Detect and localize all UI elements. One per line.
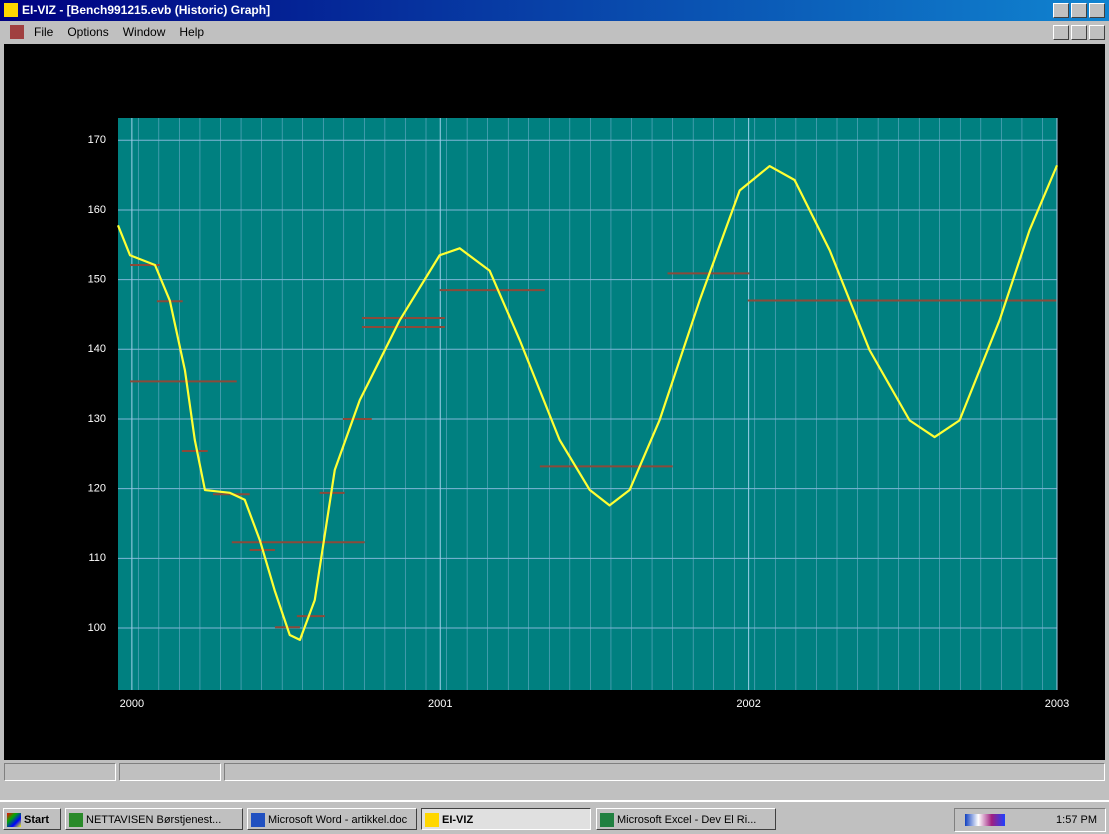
- menu-item[interactable]: Options: [67, 25, 109, 39]
- menu-item[interactable]: File: [34, 25, 54, 39]
- taskbar: 1:57 PM Start NETTAVISEN Børstjenest... Mi…: [0, 800, 1109, 834]
- y-tick-label: 140: [88, 343, 106, 355]
- system-tray: 1:57 PM: [954, 808, 1106, 832]
- doc-icon: [10, 25, 24, 39]
- x-tick-label: 2001: [428, 698, 452, 710]
- task-label: Microsoft Word - artikkel.doc: [268, 814, 408, 826]
- task-label: Microsoft Excel - Dev El Ri...: [617, 814, 757, 826]
- x-tick-label: 2002: [736, 698, 760, 710]
- start-label: Start: [24, 814, 50, 826]
- doc-minimize-button[interactable]: [1053, 25, 1069, 40]
- maximize-button[interactable]: [1071, 3, 1087, 18]
- doc-close-button[interactable]: [1089, 25, 1105, 40]
- menu-bar: File Options Window Help: [0, 22, 1109, 42]
- task-label: NETTAVISEN Børstjenest...: [86, 814, 222, 826]
- status-panel: [4, 763, 116, 781]
- y-tick-label: 150: [88, 274, 106, 286]
- menu-item[interactable]: Window: [122, 25, 166, 39]
- task-button[interactable]: Microsoft Excel - Dev El Ri...: [596, 808, 776, 830]
- task-button[interactable]: NETTAVISEN Børstjenest...: [65, 808, 243, 830]
- title-bar: EI-VIZ - [Bench991215.evb (Historic) Gra…: [0, 0, 1109, 21]
- close-button[interactable]: [1089, 3, 1105, 18]
- y-tick-label: 170: [88, 134, 106, 146]
- y-tick-label: 160: [88, 204, 106, 216]
- window-buttons: [1053, 3, 1105, 18]
- doc-window-buttons: [1053, 25, 1105, 40]
- y-tick-label: 120: [88, 483, 106, 495]
- clock: 1:57 PM: [1056, 814, 1097, 826]
- window-title: EI-VIZ - [Bench991215.evb (Historic) Gra…: [22, 3, 271, 17]
- minor-grid: [118, 118, 1057, 690]
- y-tick-label: 130: [88, 413, 106, 425]
- status-panel: [119, 763, 221, 781]
- status-bar: [4, 763, 1105, 781]
- app-icon: [4, 3, 18, 17]
- menu-item[interactable]: Help: [179, 25, 205, 39]
- y-tick-label: 100: [88, 622, 106, 634]
- x-tick-label: 2000: [120, 698, 144, 710]
- task-label: EI-VIZ: [442, 814, 474, 826]
- status-panel: [224, 763, 1105, 781]
- start-button[interactable]: Start: [3, 808, 61, 830]
- task-button[interactable]: Microsoft Word - artikkel.doc: [247, 808, 417, 830]
- menu-items: File Options Window Help: [34, 22, 218, 42]
- y-tick-label: 110: [88, 552, 106, 564]
- task-button[interactable]: EI-VIZ: [421, 808, 591, 830]
- doc-restore-button[interactable]: [1071, 25, 1087, 40]
- minimize-button[interactable]: [1053, 3, 1069, 18]
- data-line: [116, 164, 1059, 641]
- x-tick-label: 2003: [1045, 698, 1069, 710]
- chart: 100 110 120 130 140 150 160 170 2000 2001 2002 2003: [88, 118, 1069, 710]
